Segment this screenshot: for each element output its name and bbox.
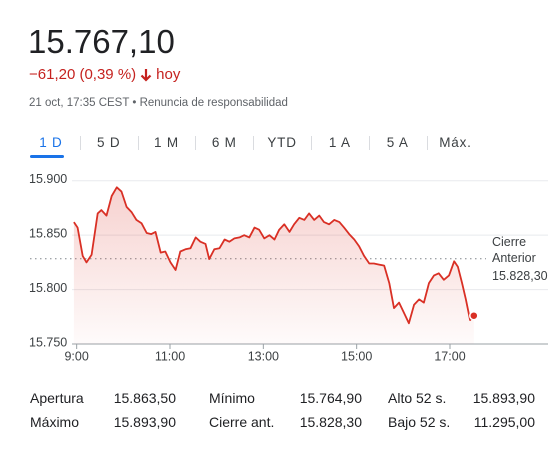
stats-row: Apertura 15.863,50 Mínimo 15.764,90 Alto 52 … — [0, 386, 559, 410]
reference-value: 15.828,30 — [492, 269, 548, 283]
change-row: −61,20 (0,39 %) hoy — [29, 66, 180, 83]
y-tick-label: 15.850 — [29, 226, 67, 240]
range-tab[interactable]: 5 D — [79, 132, 138, 158]
x-tick-label: 17:00 — [434, 349, 465, 363]
y-tick-label: 15.800 — [29, 281, 67, 295]
reference-label: Anterior — [492, 251, 536, 265]
stats-table: Apertura 15.863,50 Mínimo 15.764,90 Alto 52 … — [0, 386, 559, 434]
stat-value: 15.893,90 — [113, 414, 176, 430]
change: −61,20 (0,39 %) — [29, 66, 137, 83]
x-tick-label: 13:00 — [248, 349, 279, 363]
stat-label: Alto 52 s. — [388, 390, 447, 406]
last-point — [469, 310, 479, 321]
price-line — [73, 186, 475, 325]
timestamp: 21 oct, 17:35 CEST • Renuncia de respons… — [29, 97, 288, 109]
stat-value: 15.764,90 — [299, 390, 362, 406]
range-tab[interactable]: 1 D — [22, 132, 80, 158]
price: 15.767,10 — [28, 23, 175, 60]
stat-value: 15.893,90 — [472, 390, 535, 406]
stats-row: Máximo 15.893,90 Cierre ant. 15.828,30 Bajo … — [0, 410, 559, 434]
reference-label: Cierre — [492, 235, 526, 249]
down-arrow — [140, 68, 152, 82]
y-tick-label: 15.750 — [29, 335, 67, 349]
range-tab[interactable]: 1 M — [137, 132, 196, 158]
range-tab[interactable]: 6 M — [195, 132, 253, 158]
stat-value: 15.863,50 — [113, 390, 176, 406]
x-tick-label: 9:00 — [64, 349, 88, 363]
stat-value: 15.828,30 — [299, 414, 362, 430]
x-tick-label: 11:00 — [155, 349, 185, 363]
stat-label: Mínimo — [209, 390, 255, 406]
stat-label: Cierre ant. — [209, 414, 275, 430]
area-fill — [73, 187, 474, 344]
y-tick-label: 15.900 — [29, 172, 67, 186]
period: hoy — [156, 66, 181, 83]
range-tab[interactable]: Máx. — [426, 132, 485, 158]
stat-label: Máximo — [30, 414, 80, 430]
stat-value: 11.295,00 — [473, 414, 535, 430]
range-tab[interactable]: YTD — [253, 132, 311, 158]
stat-label: Bajo 52 s. — [388, 414, 451, 430]
stat-label: Apertura — [30, 390, 84, 406]
x-tick-label: 15:00 — [341, 349, 372, 363]
range-tab[interactable]: 5 A — [368, 132, 427, 158]
range-tab[interactable]: 1 A — [310, 132, 369, 158]
